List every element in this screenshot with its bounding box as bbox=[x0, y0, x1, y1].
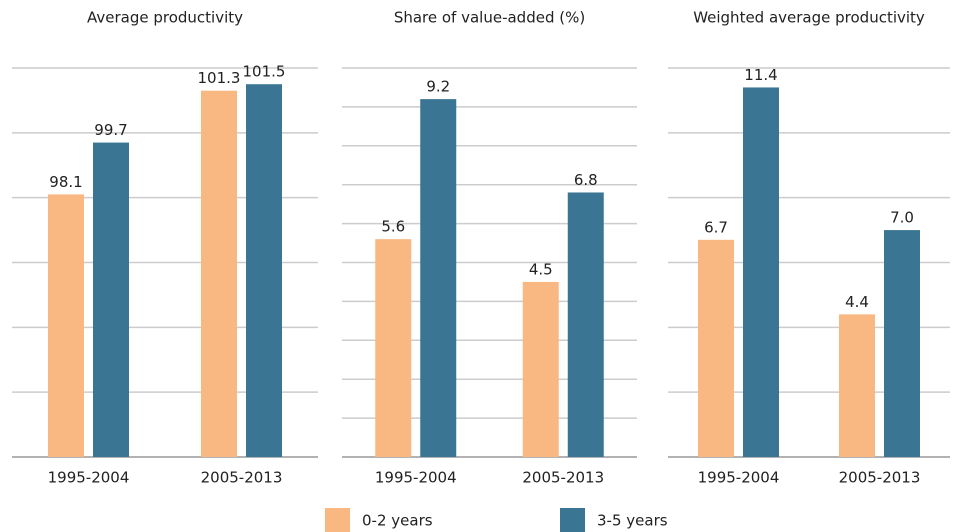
bar bbox=[93, 142, 129, 457]
data-label: 7.0 bbox=[890, 209, 914, 227]
data-label: 6.7 bbox=[704, 218, 728, 236]
data-label: 4.5 bbox=[529, 260, 553, 278]
data-label: 6.8 bbox=[574, 171, 598, 189]
chart-title: Average productivity bbox=[87, 9, 243, 27]
x-tick-label: 1995-2004 bbox=[375, 469, 457, 487]
bar bbox=[420, 99, 457, 458]
data-label: 5.6 bbox=[381, 218, 405, 236]
data-label: 98.1 bbox=[49, 173, 82, 191]
data-label: 101.3 bbox=[198, 69, 241, 87]
bar bbox=[48, 194, 84, 458]
chart-title: Share of value-added (%) bbox=[394, 9, 585, 27]
bar bbox=[567, 192, 604, 458]
bar bbox=[839, 314, 875, 457]
x-tick-label: 2005-2013 bbox=[201, 469, 283, 487]
bar bbox=[246, 84, 282, 457]
bar bbox=[522, 281, 559, 457]
legend-label: 0-2 years bbox=[362, 512, 433, 530]
legend-swatch bbox=[325, 508, 350, 532]
bar bbox=[698, 239, 734, 457]
data-label: 11.4 bbox=[744, 66, 777, 84]
data-label: 101.5 bbox=[243, 63, 286, 81]
data-label: 99.7 bbox=[94, 121, 127, 139]
legend-label: 3-5 years bbox=[597, 512, 668, 530]
bar bbox=[884, 230, 920, 457]
bar bbox=[743, 87, 779, 457]
x-tick-label: 1995-2004 bbox=[48, 469, 130, 487]
x-tick-label: 2005-2013 bbox=[839, 469, 921, 487]
x-tick-label: 1995-2004 bbox=[698, 469, 780, 487]
bar bbox=[375, 239, 412, 457]
data-label: 4.4 bbox=[845, 293, 869, 311]
chart-title: Weighted average productivity bbox=[693, 9, 925, 27]
bar bbox=[201, 90, 237, 458]
x-tick-label: 2005-2013 bbox=[522, 469, 604, 487]
legend-swatch bbox=[560, 508, 585, 532]
data-label: 9.2 bbox=[426, 78, 450, 96]
